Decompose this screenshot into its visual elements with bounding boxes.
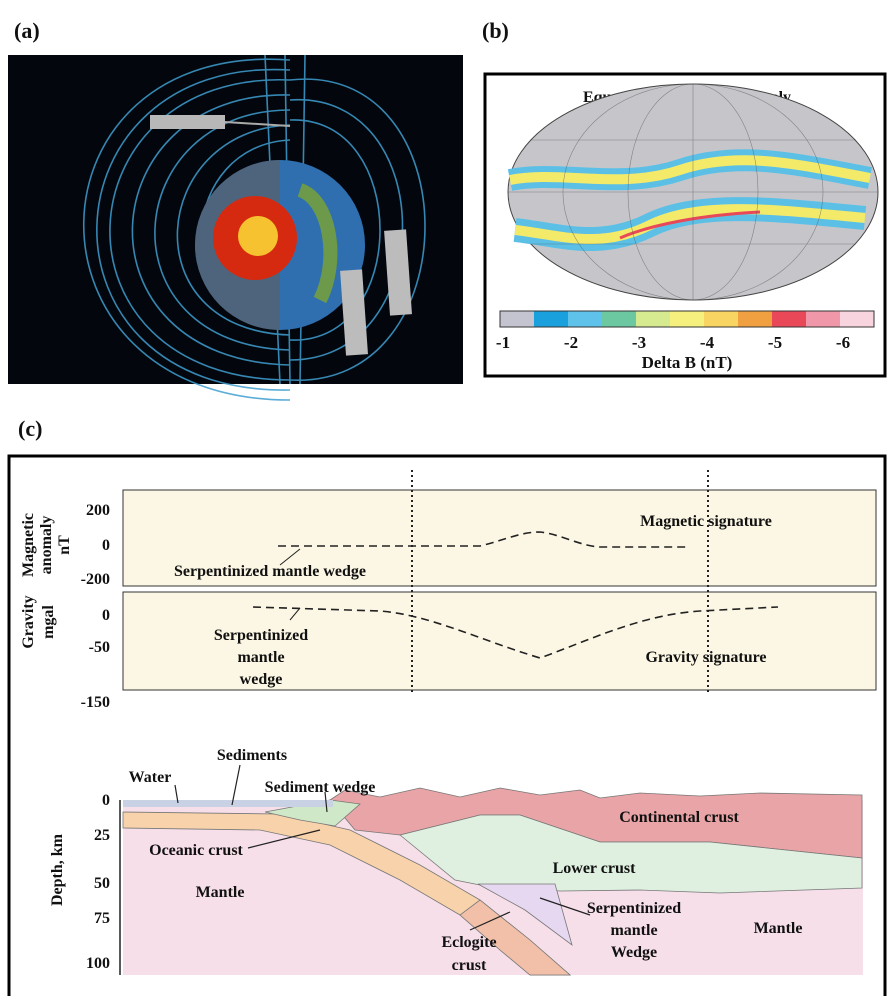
layer-label: crust (452, 957, 487, 974)
panel-label: (c) (18, 416, 42, 441)
annotation: Magnetic signature (640, 513, 772, 530)
annotation: Serpentinized (214, 627, 308, 644)
ionization-map (508, 84, 878, 300)
panel-label: (a) (14, 18, 40, 43)
layer-label: Eclogite (441, 934, 496, 951)
axis-label: Depth, km (49, 833, 66, 906)
tick-label: -150 (81, 694, 110, 711)
colorbar-tick-label: -2 (564, 333, 578, 352)
colorbar (500, 311, 874, 327)
colorbar-tick-label: -1 (496, 333, 510, 352)
panel-label: (b) (482, 18, 509, 43)
colorbar-tick-label: -6 (836, 333, 850, 352)
annotation: mantle (237, 649, 284, 666)
colorbar-label: Delta B (nT) (642, 353, 733, 372)
tick-label: 75 (94, 910, 110, 927)
axis-label: nT (56, 535, 73, 555)
tick-label: -200 (81, 571, 110, 588)
axis-label: mgal (40, 605, 57, 639)
axis-label: anomaly (38, 516, 55, 575)
annotation: Serpentinized mantle wedge (174, 563, 366, 580)
tick-label: 200 (86, 502, 110, 519)
tick-label: 0 (102, 537, 110, 554)
colorbar-tick-label: -3 (632, 333, 646, 352)
tick-label: 100 (86, 955, 110, 972)
annotation: wedge (240, 671, 283, 688)
layer-label: Sediments (217, 747, 287, 764)
layer-label: Continental crust (619, 809, 739, 826)
axis-label: Magnetic (20, 513, 37, 577)
tick-label: 0 (102, 792, 110, 809)
axis-label: Gravity (20, 595, 37, 648)
layer-label: Oceanic crust (149, 842, 243, 859)
layer-label: Mantle (754, 920, 803, 937)
colorbar-tick-label: -5 (768, 333, 782, 352)
tick-label: -50 (89, 639, 110, 656)
layer-label: Lower crust (553, 860, 636, 877)
tick-label: 0 (102, 607, 110, 624)
annotation: Gravity signature (645, 649, 766, 666)
layer-label: Sediment wedge (265, 779, 376, 796)
satellite-illustration (8, 55, 463, 400)
layer-label: Serpentinized (587, 900, 681, 917)
figure: (a) (b) Equatorial ionization anomaly (0, 0, 889, 996)
tick-label: 25 (94, 827, 110, 844)
colorbar-tick-label: -4 (700, 333, 715, 352)
layer-label: Water (129, 769, 172, 786)
layer-label: Mantle (196, 884, 245, 901)
layer-label: Wedge (611, 944, 657, 961)
tick-label: 50 (94, 875, 110, 892)
layer-label: mantle (610, 922, 657, 939)
